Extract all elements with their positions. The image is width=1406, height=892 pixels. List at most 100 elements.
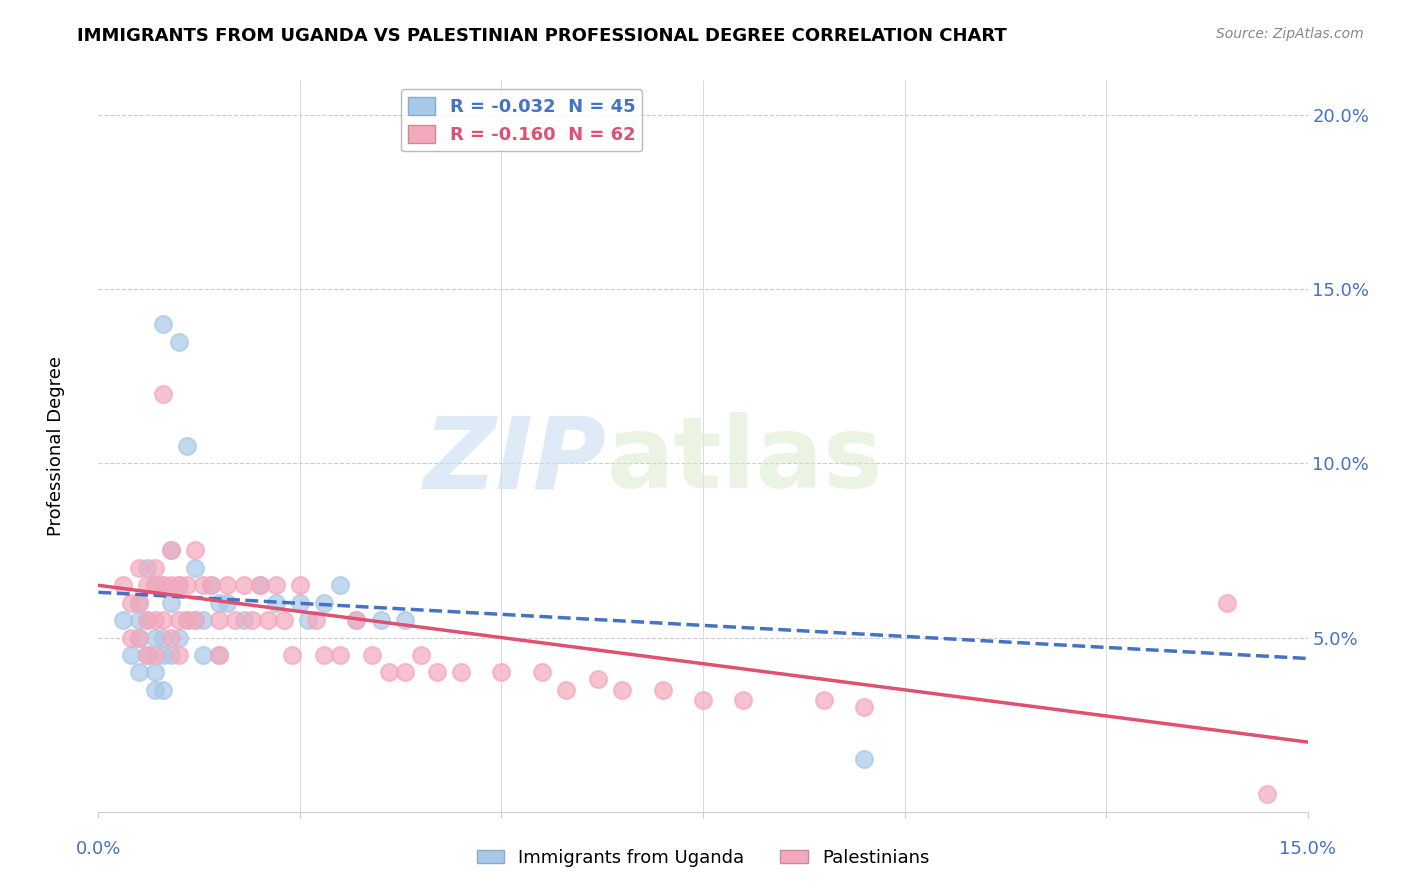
Point — [208, 596, 231, 610]
Point — [208, 648, 231, 662]
Point — [128, 631, 150, 645]
Point — [167, 578, 190, 592]
Point — [111, 613, 134, 627]
Point — [491, 665, 513, 680]
Point — [152, 578, 174, 592]
Point — [167, 648, 190, 662]
Point — [224, 613, 246, 627]
Point — [120, 596, 142, 610]
Point — [329, 578, 352, 592]
Point — [1216, 596, 1239, 610]
Point — [135, 648, 157, 662]
Legend: R = -0.032  N = 45, R = -0.160  N = 62: R = -0.032 N = 45, R = -0.160 N = 62 — [401, 89, 643, 152]
Point — [450, 665, 472, 680]
Point — [135, 561, 157, 575]
Point — [273, 613, 295, 627]
Point — [733, 693, 755, 707]
Point — [160, 543, 183, 558]
Point — [135, 613, 157, 627]
Point — [167, 631, 190, 645]
Point — [217, 578, 239, 592]
Point — [135, 578, 157, 592]
Point — [651, 682, 673, 697]
Text: Professional Degree: Professional Degree — [48, 356, 65, 536]
Point — [167, 613, 190, 627]
Point — [184, 543, 207, 558]
Point — [377, 665, 399, 680]
Point — [314, 596, 336, 610]
Point — [329, 648, 352, 662]
Point — [152, 317, 174, 331]
Point — [288, 596, 311, 610]
Point — [288, 578, 311, 592]
Point — [281, 648, 304, 662]
Point — [143, 578, 166, 592]
Text: 0.0%: 0.0% — [76, 839, 121, 857]
Point — [143, 648, 166, 662]
Text: Source: ZipAtlas.com: Source: ZipAtlas.com — [1216, 27, 1364, 41]
Point — [152, 386, 174, 401]
Point — [176, 613, 198, 627]
Point — [305, 613, 328, 627]
Point — [256, 613, 278, 627]
Point — [232, 578, 254, 592]
Point — [143, 561, 166, 575]
Point — [344, 613, 367, 627]
Point — [143, 665, 166, 680]
Point — [120, 631, 142, 645]
Point — [193, 648, 215, 662]
Point — [176, 613, 198, 627]
Point — [193, 613, 215, 627]
Point — [208, 648, 231, 662]
Point — [143, 578, 166, 592]
Point — [240, 613, 263, 627]
Point — [314, 648, 336, 662]
Point — [394, 665, 416, 680]
Point — [152, 682, 174, 697]
Point — [152, 578, 174, 592]
Point — [128, 596, 150, 610]
Point — [555, 682, 578, 697]
Point — [128, 665, 150, 680]
Point — [200, 578, 222, 592]
Point — [176, 439, 198, 453]
Point — [426, 665, 449, 680]
Point — [361, 648, 384, 662]
Point — [111, 578, 134, 592]
Point — [297, 613, 319, 627]
Point — [160, 648, 183, 662]
Legend: Immigrants from Uganda, Palestinians: Immigrants from Uganda, Palestinians — [470, 842, 936, 874]
Point — [249, 578, 271, 592]
Point — [853, 700, 876, 714]
Point — [128, 613, 150, 627]
Point — [143, 682, 166, 697]
Point — [184, 561, 207, 575]
Point — [853, 752, 876, 766]
Point — [184, 613, 207, 627]
Point — [128, 631, 150, 645]
Point — [167, 334, 190, 349]
Point — [208, 613, 231, 627]
Point — [1256, 787, 1278, 801]
Point — [409, 648, 432, 662]
Point — [394, 613, 416, 627]
Point — [152, 631, 174, 645]
Point — [530, 665, 553, 680]
Point — [152, 613, 174, 627]
Point — [344, 613, 367, 627]
Point — [135, 648, 157, 662]
Point — [160, 596, 183, 610]
Point — [232, 613, 254, 627]
Point — [692, 693, 714, 707]
Point — [160, 543, 183, 558]
Text: atlas: atlas — [606, 412, 883, 509]
Point — [249, 578, 271, 592]
Point — [200, 578, 222, 592]
Point — [128, 561, 150, 575]
Point — [143, 631, 166, 645]
Point — [120, 648, 142, 662]
Point — [128, 596, 150, 610]
Text: ZIP: ZIP — [423, 412, 606, 509]
Point — [167, 578, 190, 592]
Text: 15.0%: 15.0% — [1279, 839, 1336, 857]
